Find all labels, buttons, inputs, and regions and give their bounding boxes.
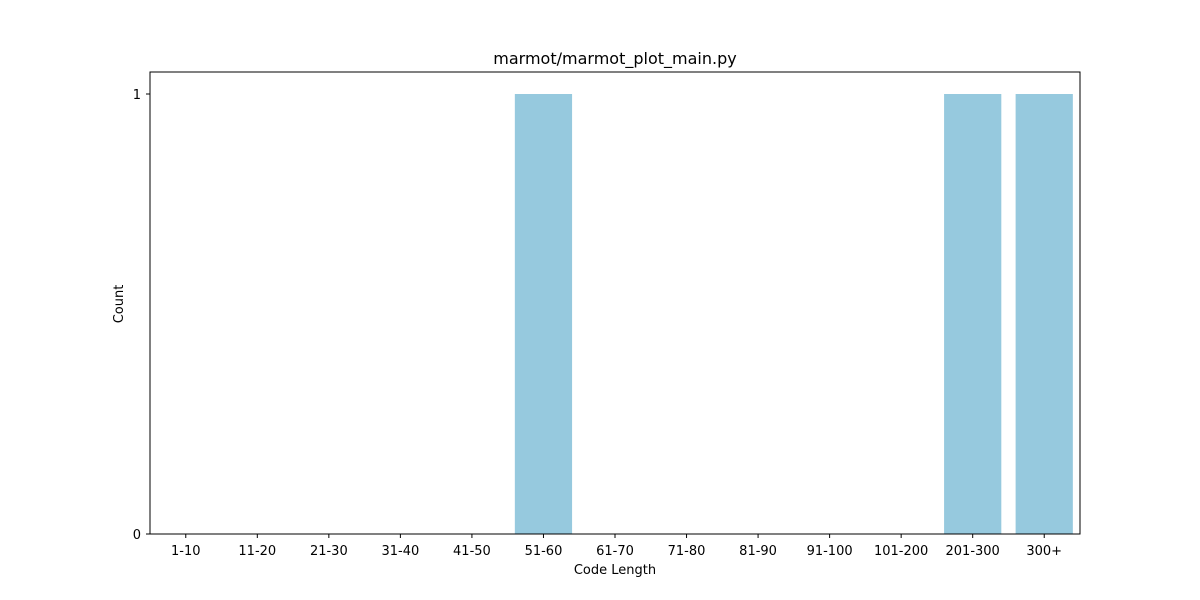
x-tick-label: 31-40	[381, 544, 419, 559]
x-tick-label: 51-60	[525, 544, 563, 559]
y-tick-label: 1	[133, 88, 141, 103]
bar-201-300	[944, 94, 1002, 534]
bars-group	[514, 94, 1073, 534]
x-tick-label: 300+	[1026, 544, 1062, 559]
x-tick-label: 61-70	[596, 544, 634, 559]
x-tick-label: 1-10	[171, 544, 201, 559]
bar-51-60	[514, 94, 573, 534]
plot-frame	[149, 71, 1081, 535]
x-tick-label: 101-200	[874, 544, 928, 559]
x-tick-label: 81-90	[739, 544, 777, 559]
y-tick-label: 0	[133, 528, 141, 543]
x-tick-label: 201-300	[946, 544, 1000, 559]
x-tick-label: 21-30	[310, 544, 348, 559]
x-ticks-group: 1-10 11-20 21-30 31-40 41-50 51-60 61-70 71-80 8…	[171, 534, 1062, 559]
y-ticks-group: 01	[133, 88, 150, 543]
x-tick-label: 71-80	[668, 544, 706, 559]
y-axis-label: Count	[112, 285, 127, 324]
bar-300+	[1015, 94, 1073, 534]
x-tick-label: 91-100	[807, 544, 853, 559]
chart-title: marmot/marmot_plot_main.py	[493, 49, 736, 69]
x-axis-label: Code Length	[574, 563, 656, 578]
x-tick-label: 11-20	[238, 544, 276, 559]
x-tick-label: 41-50	[453, 544, 491, 559]
